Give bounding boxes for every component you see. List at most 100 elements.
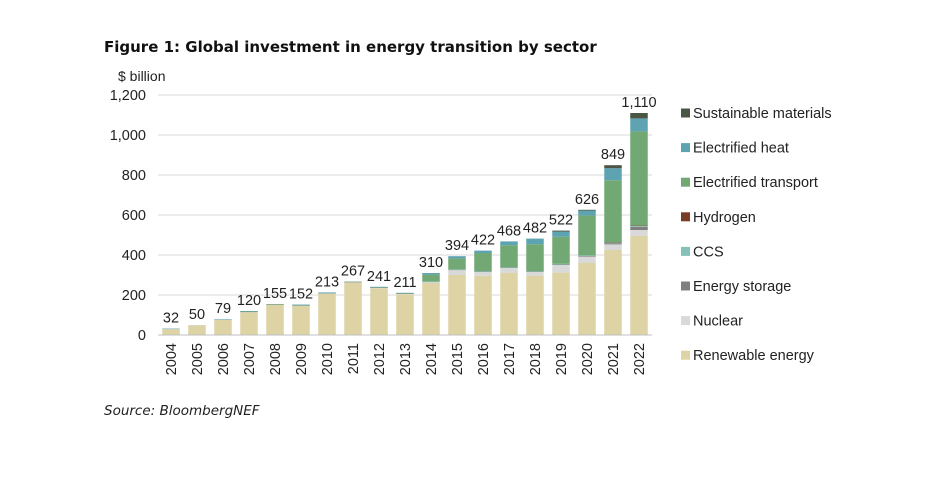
bar-segment: [318, 293, 336, 294]
legend-swatch: [681, 212, 690, 222]
bar-segment: [604, 168, 622, 181]
bar-segment: [318, 294, 336, 335]
x-tick-label: 2022: [632, 343, 648, 375]
legend-swatch: [681, 108, 690, 118]
legend-label: Hydrogen: [693, 210, 756, 226]
bar-segment: [604, 242, 622, 243]
bar-segment: [604, 250, 622, 335]
bar-segment: [630, 113, 648, 119]
bar-segment: [500, 268, 518, 273]
bar-segment: [214, 319, 232, 335]
bar-segment: [370, 288, 388, 335]
legend-swatch: [681, 350, 690, 360]
bar-segment: [630, 225, 648, 226]
legend-swatch: [681, 316, 690, 326]
bar-segment: [266, 305, 284, 335]
legend-label: Energy storage: [693, 279, 791, 295]
bar-segment: [578, 215, 596, 256]
bar-segment: [292, 306, 310, 335]
bar-segment: [396, 293, 414, 295]
legend-label: Renewable energy: [693, 348, 815, 364]
bar-segment: [214, 319, 232, 320]
bar-segment: [578, 256, 596, 263]
bar-total-label: 626: [575, 192, 599, 208]
x-tick-label: 2019: [554, 343, 570, 375]
bar-segment: [500, 267, 518, 268]
x-tick-label: 2016: [476, 343, 492, 375]
bar-segment: [370, 287, 388, 289]
y-tick-label: 1,000: [110, 128, 146, 144]
bar-segment: [552, 230, 570, 232]
bar-segment: [604, 243, 622, 245]
bar-segment: [630, 236, 648, 335]
bar-segment: [422, 282, 440, 335]
bar-total-label: 522: [549, 213, 573, 229]
bar-segment: [422, 281, 440, 282]
bar-total-label: 213: [315, 274, 339, 290]
bar-segment: [474, 253, 492, 271]
x-tick-label: 2015: [450, 343, 466, 375]
bar-total-label: 32: [163, 311, 179, 327]
y-tick-label: 800: [122, 168, 146, 184]
bar-segment: [474, 250, 492, 253]
bar-segment: [240, 311, 258, 312]
x-tick-label: 2009: [294, 343, 310, 375]
bar-segment: [162, 328, 180, 330]
bar-segment: [474, 271, 492, 276]
x-tick-label: 2017: [502, 343, 518, 375]
x-tick-label: 2008: [268, 343, 284, 375]
bar-segment: [500, 241, 518, 246]
legend-label: Electrified transport: [693, 175, 818, 191]
bar-segment: [578, 209, 596, 211]
bar-segment: [578, 210, 596, 216]
x-tick-label: 2011: [346, 343, 362, 374]
bar-segment: [604, 165, 622, 169]
bar-segment: [370, 286, 388, 288]
bar-segment: [526, 276, 544, 335]
bar-total-label: 310: [419, 255, 443, 271]
y-tick-label: 400: [122, 248, 146, 264]
bar-segment: [240, 312, 258, 335]
bar-segment: [448, 256, 466, 259]
legend-swatch: [681, 281, 690, 291]
x-tick-label: 2006: [216, 343, 232, 375]
bar-segment: [552, 236, 570, 264]
bar-segment: [526, 271, 544, 272]
bar-segment: [500, 245, 518, 268]
bar-segment: [578, 263, 596, 335]
bar-total-label: 120: [237, 293, 261, 309]
bar-segment: [552, 272, 570, 335]
bar-segment: [396, 292, 414, 294]
bar-segment: [578, 255, 596, 256]
bar-segment: [526, 238, 544, 245]
bar-segment: [448, 275, 466, 335]
bar-segment: [604, 242, 622, 244]
bar-segment: [630, 230, 648, 236]
bar-total-label: 241: [367, 269, 391, 285]
bar-total-label: 468: [497, 223, 521, 239]
x-tick-label: 2005: [190, 343, 206, 375]
bar-segment: [526, 244, 544, 272]
bar-segment: [162, 329, 180, 335]
bar-segment: [448, 270, 466, 275]
bar-total-label: 155: [263, 286, 287, 302]
bar-segment: [630, 118, 648, 132]
legend-label: Electrified heat: [693, 141, 789, 157]
bar-segment: [552, 263, 570, 265]
y-tick-label: 200: [122, 288, 146, 304]
y-tick-label: 1,200: [110, 88, 146, 104]
bar-segment: [240, 311, 258, 312]
bar-total-label: 422: [471, 233, 495, 249]
bar-total-label: 267: [341, 264, 365, 280]
x-tick-label: 2018: [528, 343, 544, 375]
bar-segment: [448, 258, 466, 270]
x-tick-label: 2013: [398, 343, 414, 375]
legend-swatch: [681, 143, 690, 153]
x-tick-label: 2010: [320, 343, 336, 375]
legend-label: CCS: [693, 244, 724, 260]
bar-segment: [604, 244, 622, 250]
bar-total-label: 482: [523, 221, 547, 237]
legend-label: Nuclear: [693, 314, 743, 330]
bar-segment: [266, 304, 284, 305]
bar-segment: [474, 275, 492, 335]
